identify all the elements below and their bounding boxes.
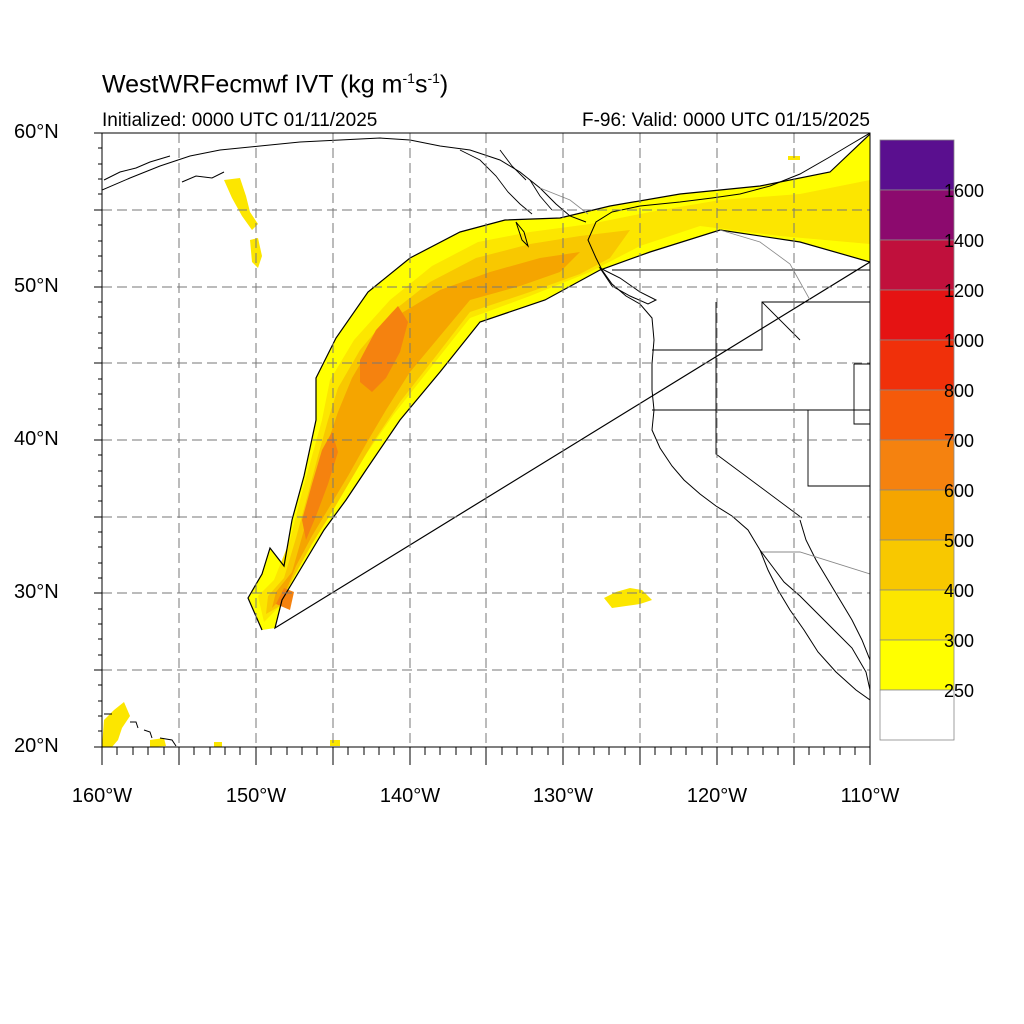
lat-label-40: 40°N (14, 428, 59, 450)
colorbar-label-300: 300 (944, 631, 975, 651)
ivt-blob-subtropical (604, 588, 652, 608)
colorbar-segment (879, 239, 955, 291)
lon-label-110w: 110°W (840, 785, 900, 807)
lon-label-150w: 150°W (225, 785, 287, 807)
colorbar-label-600: 600 (944, 481, 975, 501)
colorbar-segment (879, 639, 955, 691)
coastline-vancouver-island (598, 266, 658, 305)
colorbar (879, 139, 955, 741)
colorbar-label-800: 800 (944, 381, 975, 401)
colorbar-label-1600: 1600 (944, 181, 985, 201)
ivt-blob-tiny-2 (330, 740, 340, 746)
coastline-alaska (102, 137, 587, 223)
colorbar-label-500: 500 (944, 531, 975, 551)
coastline-haida-gwaii (515, 221, 530, 248)
canada-boundary-light (539, 187, 811, 301)
ivt-band-600-core2 (302, 432, 338, 540)
ivt-band-500 (272, 252, 580, 608)
colorbar-label-1000: 1000 (944, 331, 985, 351)
ivt-250-contour (247, 133, 870, 631)
valid-time: F-96: Valid: 0000 UTC 01/15/2025 (582, 110, 870, 131)
colorbar-label-400: 400 (944, 581, 975, 601)
ivt-blob-hawaii-2 (150, 738, 166, 747)
colorbar-segment (879, 539, 955, 591)
lon-label-130w: 130°W (532, 785, 594, 807)
map-frame (94, 132, 871, 765)
colorbar-segment (879, 589, 955, 641)
colorbar-label-1200: 1200 (944, 281, 985, 301)
colorbar-segment (879, 289, 955, 341)
ivt-blob-tiny-1 (214, 742, 222, 747)
coastline-baja (759, 549, 870, 701)
colorbar-segment (879, 439, 955, 491)
coastline-alaska-panhandle (459, 149, 553, 215)
colorbar-segment (879, 489, 955, 541)
lon-label-140w: 140°W (379, 785, 441, 807)
initialized-time: Initialized: 0000 UTC 01/11/2025 (102, 110, 378, 131)
ivt-shading (102, 134, 870, 747)
ivt-blob-north-pacific (224, 178, 258, 230)
lon-label-120w: 120°W (686, 785, 748, 807)
coastline-aleutians (103, 155, 225, 183)
ivt-blob-hawaii (102, 702, 130, 747)
colorbar-segment (879, 139, 955, 191)
colorbar-segment (879, 389, 955, 441)
chart-title: WestWRFecmwf IVT (kg m-1s-1) (102, 70, 449, 99)
colorbar-label-1400: 1400 (944, 231, 985, 251)
colorbar-label-250: 250 (944, 681, 975, 701)
lon-label-160w: 160°W (71, 785, 133, 807)
colorbar-segment (879, 339, 955, 391)
coastline-hawaii (104, 713, 177, 747)
coastline-north-america (587, 133, 870, 691)
colorbar-segment (879, 689, 955, 741)
colorbar-segment (879, 189, 955, 241)
lat-label-60: 60°N (14, 121, 59, 143)
ivt-band-300 (258, 180, 870, 622)
political-boundaries (612, 269, 870, 575)
gridlines (102, 133, 870, 747)
lat-label-50: 50°N (14, 275, 59, 297)
coastline-gulf-california (799, 519, 870, 661)
lat-label-20: 20°N (14, 735, 59, 757)
colorbar-label-700: 700 (944, 431, 975, 451)
map-plot-area (102, 133, 870, 747)
ivt-band-600-core1 (360, 306, 408, 392)
lat-label-30: 30°N (14, 581, 59, 603)
